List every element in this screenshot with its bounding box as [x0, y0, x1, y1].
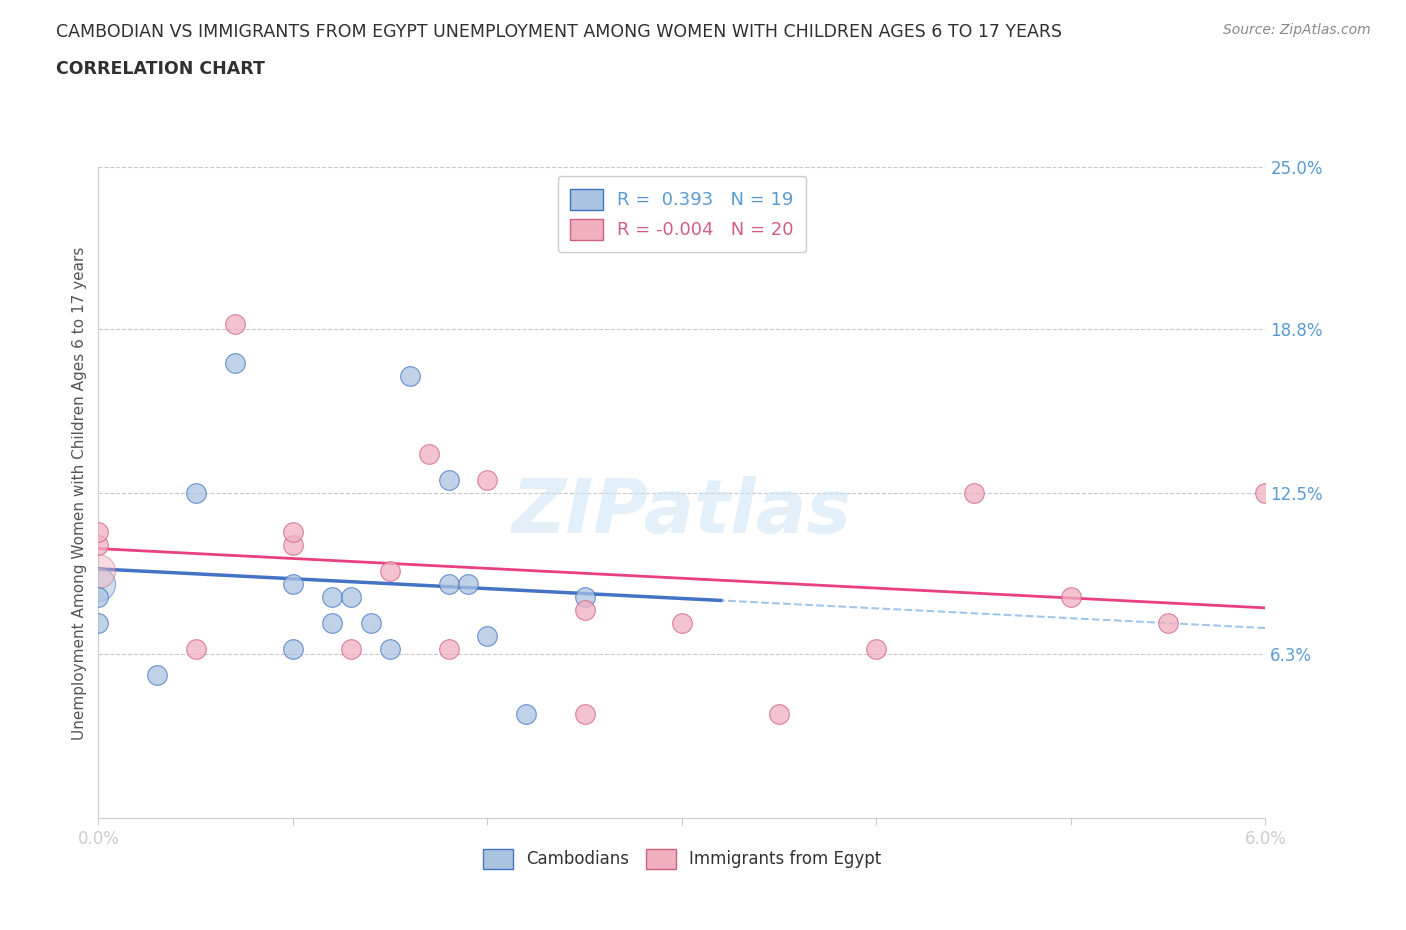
Point [437, 577, 460, 591]
Point [87, 590, 110, 604]
Point [398, 368, 420, 383]
Point [184, 485, 207, 500]
Y-axis label: Unemployment Among Women with Children Ages 6 to 17 years: Unemployment Among Women with Children A… [72, 246, 87, 739]
Point [865, 642, 887, 657]
Point [87, 577, 110, 591]
Point [1254, 485, 1277, 500]
Text: CORRELATION CHART: CORRELATION CHART [56, 60, 266, 78]
Point [281, 538, 304, 552]
Point [360, 616, 382, 631]
Point [380, 642, 402, 657]
Point [437, 472, 460, 487]
Point [437, 642, 460, 657]
Point [224, 316, 246, 331]
Point [87, 525, 110, 539]
Point [477, 629, 499, 644]
Point [184, 642, 207, 657]
Point [1157, 616, 1180, 631]
Point [340, 642, 363, 657]
Point [574, 707, 596, 722]
Point [281, 577, 304, 591]
Point [281, 642, 304, 657]
Point [340, 590, 363, 604]
Point [418, 446, 440, 461]
Point [146, 668, 169, 683]
Point [87, 616, 110, 631]
Text: Source: ZipAtlas.com: Source: ZipAtlas.com [1223, 23, 1371, 37]
Point [768, 707, 790, 722]
Point [962, 485, 984, 500]
Point [671, 616, 693, 631]
Point [1060, 590, 1083, 604]
Point [477, 472, 499, 487]
Point [321, 616, 343, 631]
Point [87, 538, 110, 552]
Point [457, 577, 479, 591]
Point [87, 564, 110, 578]
Point [574, 603, 596, 618]
Text: ZIPatlas: ZIPatlas [512, 476, 852, 549]
Point [224, 355, 246, 370]
Point [321, 590, 343, 604]
Point [515, 707, 537, 722]
Text: CAMBODIAN VS IMMIGRANTS FROM EGYPT UNEMPLOYMENT AMONG WOMEN WITH CHILDREN AGES 6: CAMBODIAN VS IMMIGRANTS FROM EGYPT UNEMP… [56, 23, 1063, 41]
Legend: Cambodians, Immigrants from Egypt: Cambodians, Immigrants from Egypt [477, 843, 887, 875]
Point [574, 590, 596, 604]
Point [380, 564, 402, 578]
Point [281, 525, 304, 539]
